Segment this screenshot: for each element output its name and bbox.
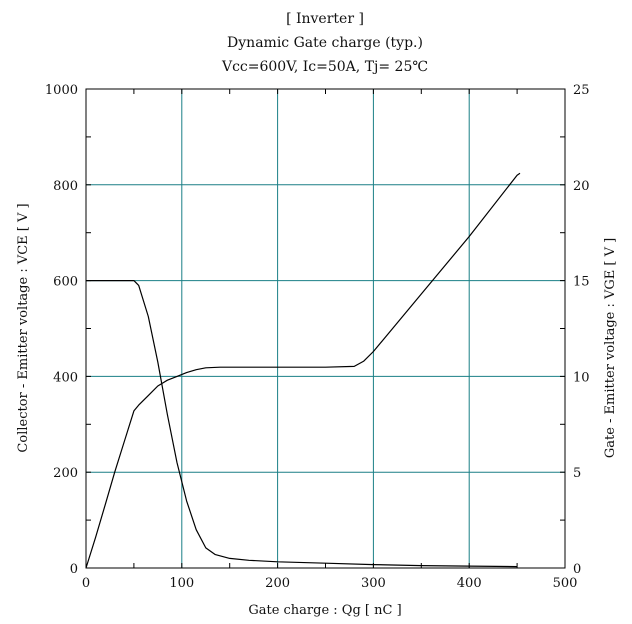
chart-title-line-2: Dynamic Gate charge (typ.) — [227, 35, 423, 51]
y-left-tick-label: 0 — [70, 562, 78, 577]
y-left-tick-label: 400 — [53, 370, 78, 385]
y-left-tick-label: 600 — [53, 275, 78, 290]
tick-marks — [85, 88, 566, 569]
vge-curve — [85, 172, 521, 569]
y-axis-right-label: Gate - Emitter voltage : VGE [ V ] — [603, 238, 618, 458]
grid-lines — [86, 89, 565, 568]
chart-title-line-1: [ Inverter ] — [286, 11, 364, 27]
x-tick-label: 300 — [361, 576, 386, 591]
y-right-tick-label: 10 — [573, 370, 590, 385]
x-tick-label: 0 — [82, 576, 90, 591]
y-left-tick-label: 200 — [53, 466, 78, 481]
y-right-tick-label: 0 — [573, 562, 581, 577]
y-left-tick-label: 1000 — [45, 83, 78, 98]
y-right-tick-label: 15 — [573, 275, 590, 290]
x-tick-label: 400 — [457, 576, 482, 591]
x-axis-label: Gate charge : Qg [ nC ] — [248, 603, 401, 618]
tick-labels: 0 100 200 300 400 500020040060080010000510152… — [45, 83, 590, 591]
x-tick-label: 200 — [265, 576, 290, 591]
y-right-tick-label: 25 — [573, 83, 590, 98]
vce-curve — [86, 280, 518, 568]
series-lines — [85, 172, 521, 569]
y-axis-left-label: Collector - Emitter voltage : VCE [ V ] — [16, 203, 31, 452]
y-right-tick-label: 5 — [573, 466, 581, 481]
plot-frame — [85, 88, 566, 569]
x-tick-label: 100 — [169, 576, 194, 591]
x-tick-label: 500 — [553, 576, 578, 591]
chart-title-line-3: Vcc=600V, Ic=50A, Tj= 25℃ — [221, 59, 428, 75]
y-left-tick-label: 800 — [53, 179, 78, 194]
y-right-tick-label: 20 — [573, 179, 590, 194]
